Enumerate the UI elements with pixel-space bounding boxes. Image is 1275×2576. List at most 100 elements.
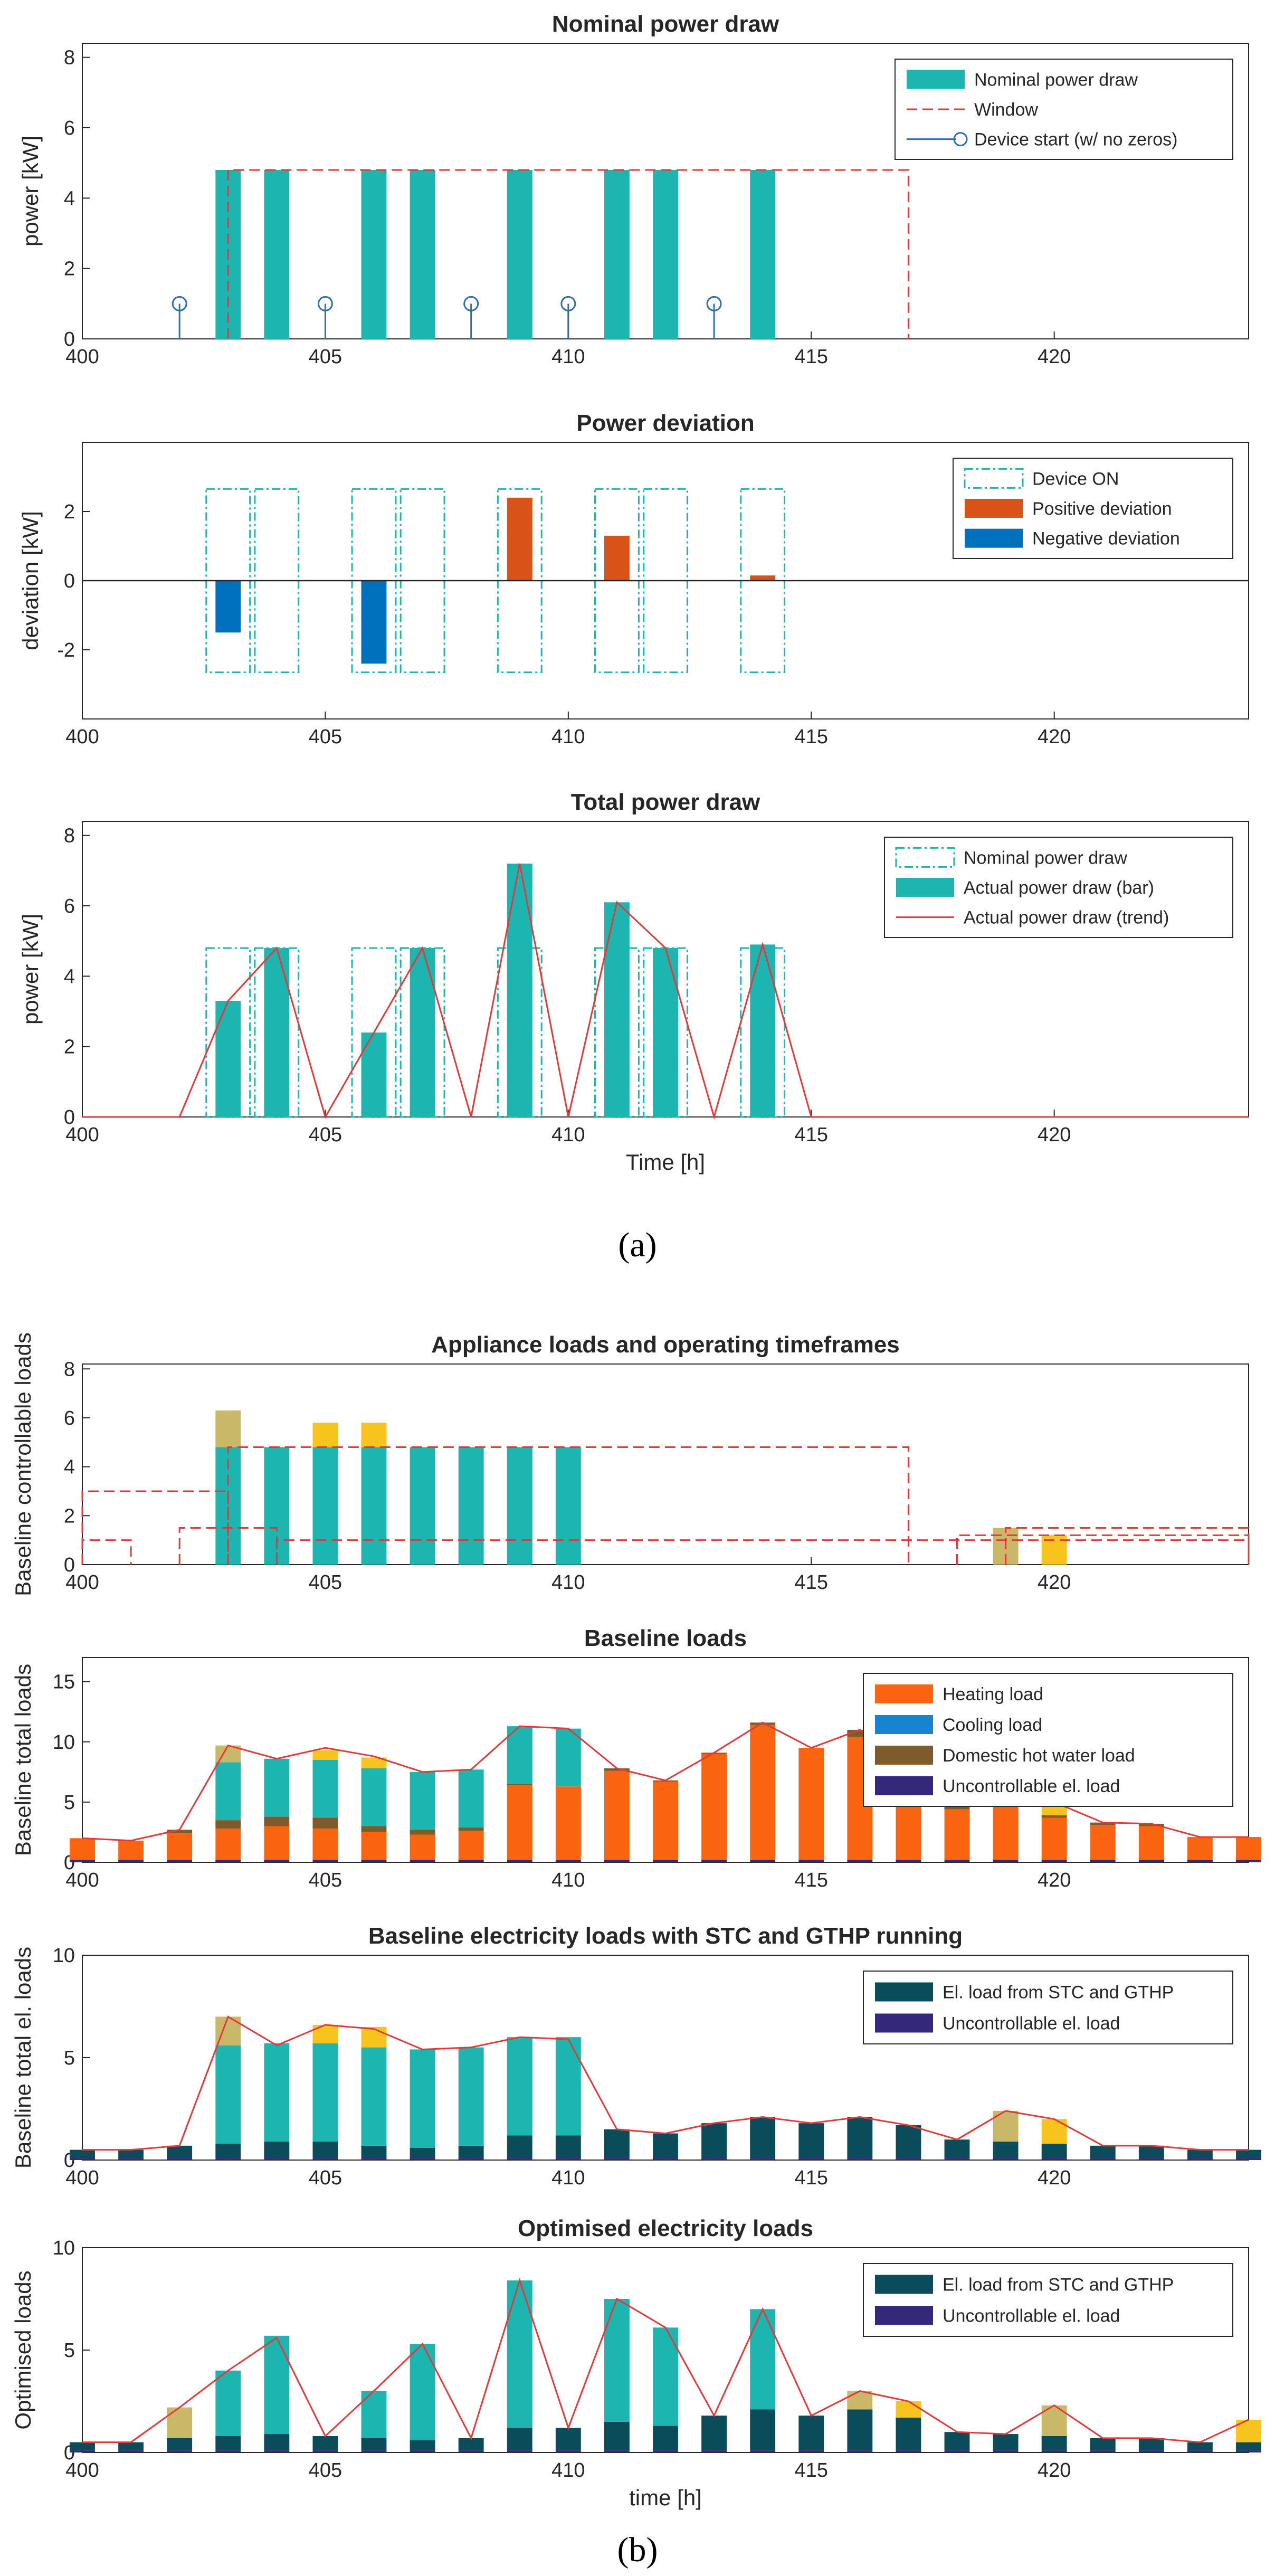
x-axis-label: time [h] bbox=[629, 2485, 702, 2510]
bar-uncontrollable-el-load bbox=[555, 2158, 581, 2160]
bar-el-load-from-stc-and-gthp bbox=[1138, 2438, 1164, 2451]
x-axis-label: Time [h] bbox=[626, 1150, 705, 1175]
legend-swatch bbox=[875, 2275, 933, 2294]
bar-el-load-from-stc-and-gthp bbox=[507, 2135, 532, 2158]
bar-el-load-from-stc-and-gthp bbox=[361, 2438, 387, 2451]
bar-domestic-hot-water-load bbox=[1138, 1823, 1164, 1826]
bar-uncontrollable-el-load bbox=[264, 2450, 290, 2452]
bar-uncontrollable-el-load bbox=[604, 2158, 630, 2160]
panel-b1: Appliance loads and operating timeframes… bbox=[11, 1332, 1250, 1596]
bar-controllable-appliances bbox=[410, 2049, 435, 2148]
bar-el-load-from-stc-and-gthp bbox=[1090, 2145, 1116, 2158]
bar-appliance-a bbox=[507, 1447, 532, 1565]
bar-heating-load bbox=[312, 1829, 338, 1860]
bar-heating-load bbox=[944, 1809, 970, 1860]
bar-uncontrollable-el-load bbox=[1138, 2158, 1164, 2160]
bar-domestic-hot-water-load bbox=[312, 1817, 338, 1829]
bar-uncontrollable-el-load bbox=[555, 2450, 581, 2452]
bar-el-load-from-stc-and-gthp bbox=[410, 2440, 435, 2451]
bar-controllable-appliances bbox=[264, 2335, 290, 2435]
bar-appliance-a bbox=[312, 1447, 338, 1565]
legend-entry: Nominal power draw bbox=[964, 848, 1127, 868]
legend-swatch bbox=[875, 1776, 933, 1795]
bar-uncontrollable-el-load bbox=[118, 2158, 144, 2160]
bar-nominal-power-draw bbox=[410, 170, 435, 339]
bar-el-load-from-stc-and-gthp bbox=[1187, 2149, 1213, 2158]
x-tick-label: 420 bbox=[1038, 2459, 1071, 2482]
bar-domestic-hot-water-load bbox=[1041, 1815, 1067, 1818]
bar-uncontrollable-el-load bbox=[361, 2450, 387, 2452]
bar-uncontrollable-el-load bbox=[264, 2158, 290, 2160]
legend-entry: Domestic hot water load bbox=[943, 1746, 1135, 1766]
bar-el-load-from-stc-and-gthp bbox=[993, 2142, 1019, 2158]
bar-uncontrollable-el-load bbox=[750, 2158, 776, 2160]
bar-el-load-from-stc-and-gthp bbox=[1187, 2442, 1213, 2451]
bar-heating-load bbox=[653, 1782, 678, 1860]
bar-controllable-appliances bbox=[507, 1726, 532, 1784]
x-tick-label: 410 bbox=[551, 1124, 585, 1146]
bar-controllable-appliances bbox=[410, 1772, 435, 1830]
legend: Device ON Positive deviation Negative devi… bbox=[953, 458, 1233, 559]
bar-actual-power-draw-bar bbox=[507, 864, 532, 1117]
bar-el-load-from-stc-and-gthp bbox=[215, 2436, 241, 2451]
bar-actual-power-draw-bar bbox=[410, 948, 435, 1117]
chart-title: Baseline loads bbox=[584, 1625, 747, 1651]
bar-controllable-appliances bbox=[507, 2037, 532, 2136]
x-tick-label: 410 bbox=[551, 346, 585, 368]
bar-appliance-c bbox=[312, 2024, 338, 2043]
legend-swatch bbox=[875, 1982, 933, 2002]
y-tick-label: 4 bbox=[64, 1456, 75, 1479]
bar-uncontrollable-el-load bbox=[1041, 2158, 1067, 2160]
bar-uncontrollable-el-load bbox=[653, 1860, 678, 1862]
panel-a2: Power deviation 400 405 410 415 420 -2 0 2 deviat… bbox=[18, 410, 1249, 748]
bar-uncontrollable-el-load bbox=[653, 2450, 678, 2452]
bar-appliance-b bbox=[215, 1410, 241, 1447]
chart-title: Baseline electricity loads with STC and … bbox=[368, 1923, 963, 1949]
bar-el-load-from-stc-and-gthp bbox=[896, 2418, 921, 2451]
bar-uncontrollable-el-load bbox=[1236, 2450, 1261, 2452]
bar-nominal-power-draw bbox=[507, 170, 532, 339]
bar-actual-power-draw-bar bbox=[264, 948, 290, 1117]
bar-appliance-c bbox=[361, 1423, 387, 1447]
x-tick-label: 400 bbox=[65, 726, 99, 748]
bar-el-load-from-stc-and-gthp bbox=[1041, 2436, 1067, 2451]
bar-heating-load bbox=[1236, 1837, 1261, 1860]
y-tick-label: 5 bbox=[64, 2047, 75, 2069]
sublabel-a: (a) bbox=[618, 1226, 656, 1264]
bar-domestic-hot-water-load bbox=[507, 1784, 532, 1785]
y-tick-label: 10 bbox=[53, 1945, 75, 1967]
bar-uncontrollable-el-load bbox=[847, 2158, 873, 2160]
bar-uncontrollable-el-load bbox=[1041, 1860, 1067, 1862]
bar-appliance-a bbox=[555, 1447, 581, 1565]
bar-uncontrollable-el-load bbox=[944, 2158, 970, 2160]
bar-el-load-from-stc-and-gthp bbox=[1090, 2438, 1116, 2451]
bar-controllable-appliances bbox=[410, 2344, 435, 2440]
bar-nominal-power-draw bbox=[604, 170, 630, 339]
bar-el-load-from-stc-and-gthp bbox=[555, 2135, 581, 2158]
y-tick-label: 0 bbox=[64, 328, 75, 351]
bar-el-load-from-stc-and-gthp bbox=[798, 2416, 824, 2451]
bar-el-load-from-stc-and-gthp bbox=[264, 2434, 290, 2451]
bar-uncontrollable-el-load bbox=[750, 1860, 776, 1862]
line-total bbox=[82, 2015, 1249, 2151]
y-tick-label: 6 bbox=[64, 117, 75, 139]
bar-nominal-power-draw bbox=[264, 170, 290, 339]
bar-uncontrollable-el-load bbox=[312, 1860, 338, 1862]
bar-positive-deviation bbox=[507, 497, 532, 581]
bar-appliance-c bbox=[1041, 2119, 1067, 2144]
bar-actual-power-draw-bar bbox=[750, 944, 776, 1117]
bar-el-load-from-stc-and-gthp bbox=[701, 2416, 727, 2451]
x-tick-label: 400 bbox=[65, 1124, 99, 1146]
x-tick-label: 400 bbox=[65, 1869, 99, 1891]
bar-appliance-c bbox=[312, 1423, 338, 1447]
y-tick-label: 5 bbox=[64, 1792, 75, 1814]
x-tick-label: 420 bbox=[1038, 1124, 1071, 1146]
box-nominal-power-draw bbox=[351, 947, 397, 1118]
legend-swatch bbox=[875, 2306, 933, 2325]
bar-el-load-from-stc-and-gthp bbox=[944, 2432, 970, 2451]
bar-heating-load bbox=[555, 1786, 581, 1860]
legend: Nominal power draw Window Device start (w/… bbox=[895, 59, 1233, 160]
bar-el-load-from-stc-and-gthp bbox=[604, 2129, 630, 2158]
bar-controllable-appliances bbox=[361, 2391, 387, 2438]
